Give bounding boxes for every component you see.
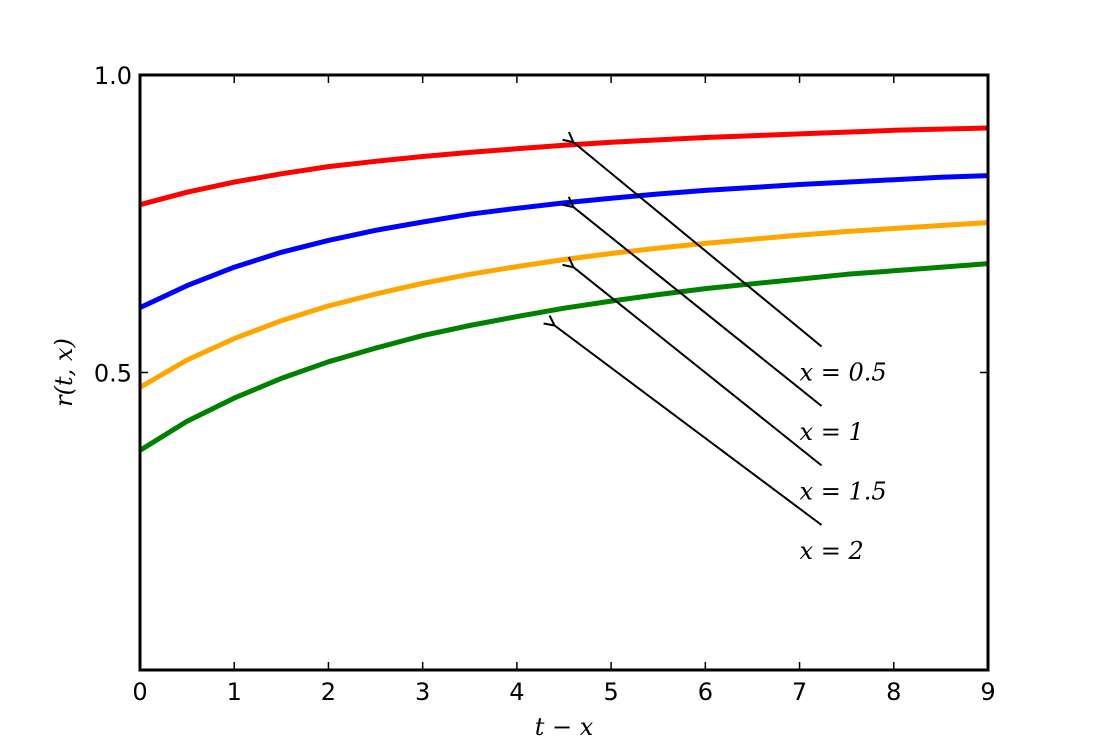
x-tick-label: 1 bbox=[227, 678, 242, 706]
series-layer bbox=[138, 125, 989, 453]
series-line-1 bbox=[139, 125, 989, 208]
annotation-arrow-3 bbox=[573, 267, 823, 467]
annotation-arrow-1 bbox=[573, 142, 823, 348]
x-tick-label: 6 bbox=[698, 678, 713, 706]
annotation-label-3: x = 1.5 bbox=[800, 478, 887, 506]
x-tick-label: 3 bbox=[415, 678, 430, 706]
x-tick-label: 7 bbox=[792, 678, 807, 706]
tick-layer: 0 1 2 3 4 5 6 7 8 9 0.5 1.0 bbox=[94, 62, 996, 706]
x-tick-label: 5 bbox=[603, 678, 618, 706]
annotation-label-2: x = 1 bbox=[800, 418, 864, 446]
series-line-2 bbox=[138, 173, 989, 310]
annotation-arrow-2 bbox=[573, 207, 823, 407]
x-tick-label: 9 bbox=[980, 678, 995, 706]
x-tick-label: 0 bbox=[132, 678, 147, 706]
x-tick-label: 2 bbox=[321, 678, 336, 706]
y-tick-label: 1.0 bbox=[94, 62, 132, 90]
x-axis-label: t − x bbox=[535, 713, 594, 741]
series-line-4 bbox=[138, 261, 989, 453]
y-axis-label: r(t, x) bbox=[50, 338, 78, 407]
x-tick-label: 4 bbox=[509, 678, 524, 706]
annotation-label-4: x = 2 bbox=[800, 537, 864, 565]
y-tick-label: 0.5 bbox=[94, 360, 132, 388]
annotation-label-1: x = 0.5 bbox=[800, 359, 887, 387]
annotation-layer: x = 0.5 x = 1 x = 1.5 x = 2 bbox=[555, 142, 887, 565]
x-tick-label: 8 bbox=[886, 678, 901, 706]
annotation-arrow-4 bbox=[555, 325, 823, 526]
